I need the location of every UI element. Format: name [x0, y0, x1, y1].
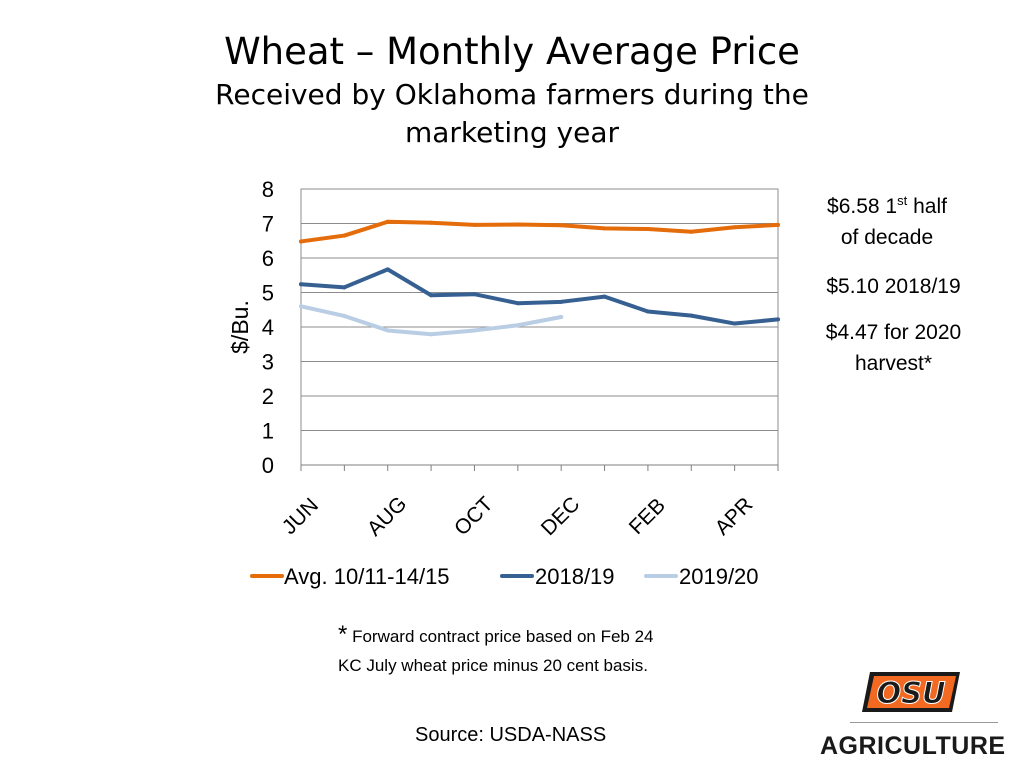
note-harvest-line1: $4.47 for 2020 — [825, 321, 962, 344]
note-decade-rest: half — [907, 195, 947, 218]
note-decade-sup: st — [897, 193, 908, 208]
legend-label-1: Avg. 10/11-14/15 — [284, 564, 450, 589]
series-1-point — [515, 222, 520, 227]
note-decade-average: $6.58 1st half of decade — [806, 185, 968, 253]
x-tick-label: JUN — [278, 494, 323, 539]
series-1-point — [299, 239, 303, 244]
series-3-point — [559, 314, 564, 319]
y-tick-label: 7 — [262, 212, 274, 237]
series-2-point — [645, 309, 650, 314]
series-2-point — [429, 293, 434, 298]
footnote-line2: KC July wheat price minus 20 cent basis. — [338, 656, 648, 675]
series-1-point — [732, 225, 737, 230]
series-1-point — [342, 233, 347, 238]
series-1-point — [559, 223, 564, 228]
series-3-point — [472, 328, 477, 333]
y-tick-label: 4 — [262, 315, 274, 340]
y-tick-label: 0 — [262, 453, 274, 478]
footnote: * Forward contract price based on Feb 24… — [338, 620, 758, 680]
note-decade-line2: of decade — [840, 226, 934, 249]
y-tick-label: 6 — [262, 246, 274, 271]
x-tick-label: OCT — [450, 492, 498, 540]
series-2-point — [385, 267, 390, 272]
logo-divider — [850, 722, 998, 723]
title-block: Wheat – Monthly Average Price Received b… — [0, 28, 1024, 152]
legend-label-3: 2019/20 — [679, 564, 759, 589]
note-harvest-line2: harvest* — [854, 352, 933, 375]
series-1-point — [689, 229, 694, 234]
series-3-point — [429, 332, 434, 337]
series-2-point — [342, 285, 347, 290]
series-3-point — [515, 323, 520, 328]
series-1-point — [776, 222, 780, 227]
series-3-point — [385, 328, 390, 333]
note-2018-19: $5.10 2018/19 — [826, 275, 961, 298]
y-tick-label: 2 — [262, 384, 274, 409]
x-tick-label: DEC — [537, 493, 585, 541]
series-3-point — [342, 313, 347, 318]
x-tick-label: FEB — [625, 494, 670, 539]
series-1-point — [385, 219, 390, 224]
series-2-point — [776, 317, 780, 322]
osu-emblem-icon: OSU — [862, 672, 960, 712]
x-tick-label: AUG — [363, 492, 411, 540]
series-2-point — [689, 313, 694, 318]
series-3-point — [299, 304, 303, 309]
osu-agriculture-logo: OSU AGRICULTURE — [820, 666, 1006, 760]
legend-label-2: 2018/19 — [535, 564, 615, 589]
series-2-point — [732, 321, 737, 326]
series-line-1 — [299, 219, 780, 244]
chart-subtitle: Received by Oklahoma farmers during the … — [215, 78, 809, 149]
series-2-point — [559, 299, 564, 304]
y-axis-label: $/Bu. — [227, 300, 253, 354]
y-tick-label: 3 — [262, 350, 274, 375]
y-tick-label: 5 — [262, 281, 274, 306]
series-1-point — [429, 220, 434, 225]
series-2-point — [602, 294, 607, 299]
footnote-line1: Forward contract price based on Feb 24 — [347, 627, 654, 646]
series-1-point — [472, 222, 477, 227]
chart-title: Wheat – Monthly Average Price — [224, 30, 800, 73]
logo-wordmark: AGRICULTURE — [820, 732, 1006, 760]
note-2020-harvest: $4.47 for 2020 harvest* — [806, 317, 981, 379]
y-tick-label: 1 — [262, 419, 274, 444]
series-2-point — [299, 282, 303, 287]
note-decade-value: $6.58 1 — [827, 195, 898, 218]
osu-emblem-text: OSU — [876, 676, 945, 710]
series-1-point — [602, 226, 607, 231]
series-line-3 — [299, 304, 564, 337]
source-credit: Source: USDA-NASS — [415, 724, 607, 746]
series-line-2 — [299, 267, 780, 326]
x-tick-label: APR — [711, 493, 758, 540]
series-1-point — [645, 227, 650, 232]
footnote-star: * — [338, 621, 348, 648]
series-2-point — [472, 292, 477, 297]
series-2-point — [515, 301, 520, 306]
y-tick-label: 8 — [262, 177, 274, 202]
